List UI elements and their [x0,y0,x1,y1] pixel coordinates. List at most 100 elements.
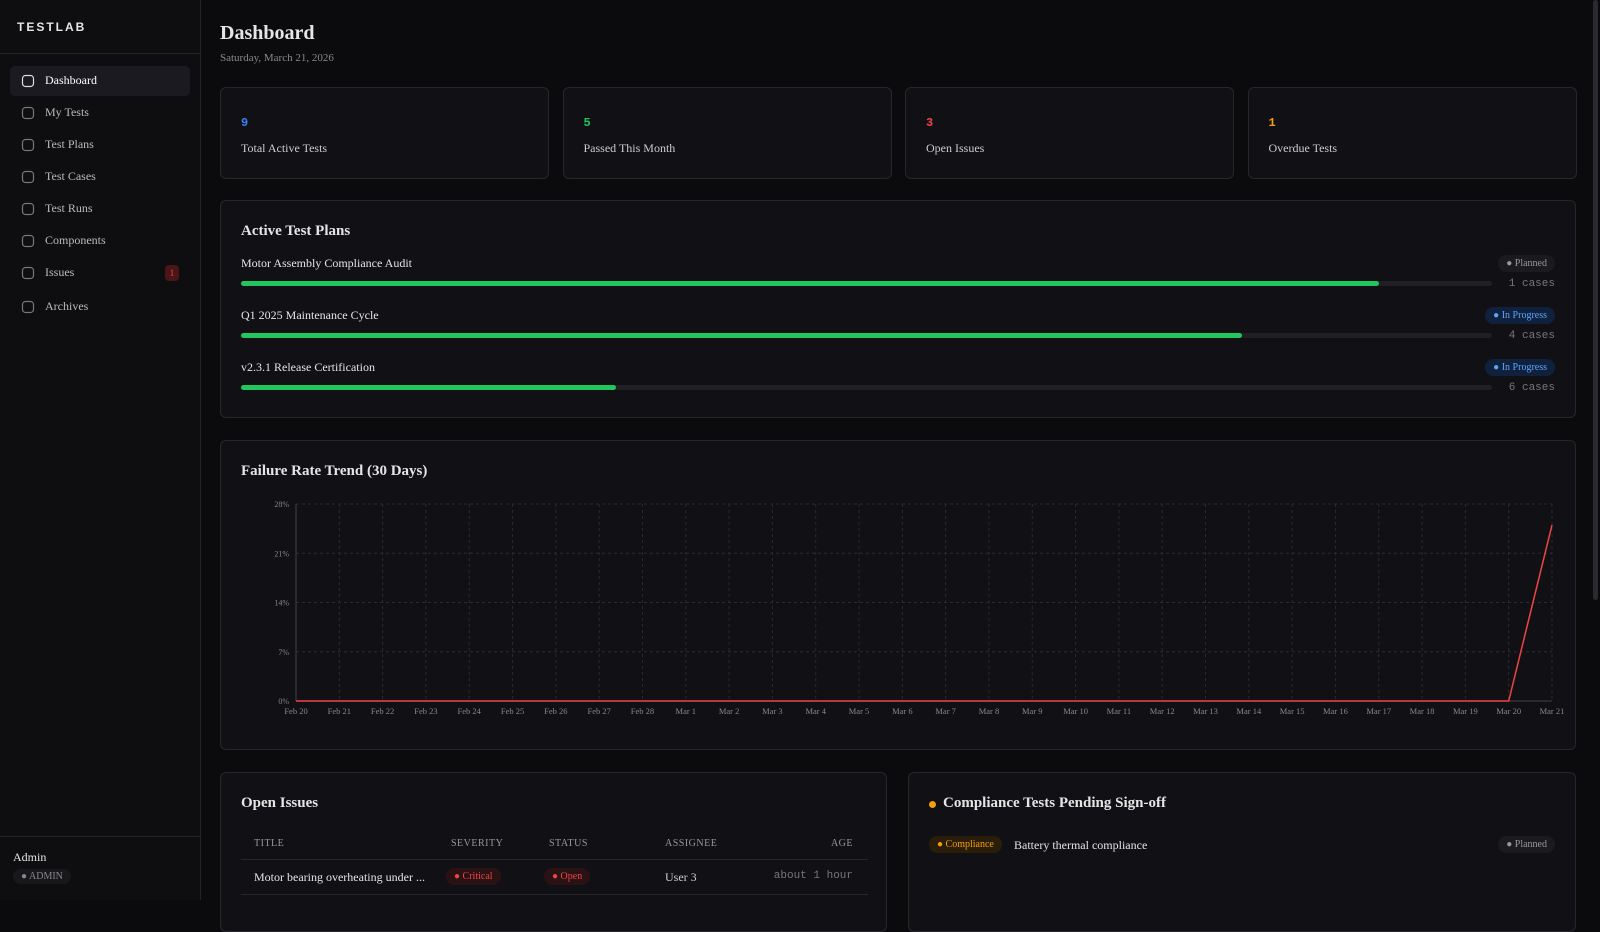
divider [0,53,200,54]
status-text: In Progress [1501,310,1547,321]
nav-item[interactable]: Issues 1 [10,258,190,288]
y-tick-label: 28% [274,500,289,509]
x-tick-label: Mar 5 [849,706,870,716]
compliance-status: ● Planned [1498,836,1555,853]
nav-label: Test Cases [45,169,96,183]
progress-bar [241,385,617,390]
x-tick-label: Mar 9 [1022,706,1043,716]
column-header: SEVERITY [451,838,504,849]
nav-item[interactable]: Test Cases [10,162,190,192]
x-tick-label: Mar 1 [676,706,697,716]
plan-status: ● In Progress [1485,359,1555,376]
line-series [296,524,1553,702]
chart-card: Failure Rate Trend (30 Days) 0% 7% 14% 21% 28… [220,440,1576,750]
plan-name: v2.3.1 Release Certification [241,360,375,374]
pill-text: Open [560,871,583,882]
x-tick-label: Mar 15 [1280,706,1305,716]
icon-shape [21,74,35,88]
x-tick-label: Mar 21 [1540,706,1565,716]
x-tick-label: Mar 18 [1410,706,1435,716]
divider [0,836,200,837]
column-header: STATUS [549,838,588,849]
x-tick-label: Feb 21 [328,706,351,716]
status-text: In Progress [1501,362,1547,373]
nav-item[interactable]: Archives [10,292,190,322]
main: Dashboard Saturday, March 21, 2026 [200,0,1600,900]
stat-label: Overdue Tests [1268,141,1338,155]
user-role: ● ADMIN [13,869,71,884]
stat-value: 3 [926,116,934,130]
stat-value: 9 [241,116,249,130]
nav-item[interactable]: My Tests [10,98,190,128]
row-rule [241,894,868,895]
x-tick-label: Mar 10 [1063,706,1088,716]
nav-badge: 1 [165,265,179,281]
nav-label: Test Runs [45,201,93,215]
title-dot [929,801,936,808]
y-tick-label: 7% [278,648,289,657]
tag-text: Compliance [945,839,994,850]
nav-label: Archives [45,299,89,313]
header-rule [241,859,868,860]
nav-label: Issues [45,265,75,279]
stat-label: Open Issues [926,141,985,155]
x-tick-label: Mar 12 [1150,706,1175,716]
nav-item[interactable]: Dashboard [10,66,190,96]
nav-icon [21,202,35,216]
stat-card: 3 Open Issues [905,87,1234,179]
x-tick-label: Mar 16 [1323,706,1348,716]
x-tick-label: Mar 11 [1107,706,1131,716]
x-tick-label: Mar 19 [1453,706,1478,716]
stat-card: 5 Passed This Month [562,87,892,179]
nav-icon [21,300,35,314]
user-name: Admin [13,850,47,864]
nav-icon [21,266,35,280]
nav-item[interactable]: Components [10,226,190,256]
x-tick-label: Feb 24 [458,706,482,716]
issues-card: Open Issues TITLE SEVERITY STATUS ASSIGNEE AG… [220,772,887,932]
nav-icon [21,170,35,184]
column-header: ASSIGNEE [665,838,718,849]
x-tick-label: Feb 28 [631,706,654,716]
x-tick-label: Mar 4 [805,706,826,716]
nav-icon [21,106,35,120]
icon-shape [21,170,35,184]
plan-cases: 6 cases [1508,382,1555,394]
nav-label: Test Plans [45,137,94,151]
status-text: Planned [1514,258,1547,269]
plan-name: Q1 2025 Maintenance Cycle [241,308,379,322]
progress-bar [241,281,1380,286]
y-tick-label: 21% [274,549,289,558]
x-tick-label: Mar 13 [1193,706,1218,716]
severity-pill: ● Critical [446,868,501,885]
stat-card: 9 Total Active Tests [220,87,549,179]
nav-item[interactable]: Test Runs [10,194,190,224]
x-tick-label: Feb 27 [587,706,610,716]
cell-assignee: User 3 [665,870,697,884]
icon-shape [21,202,35,216]
status-text: Planned [1514,839,1547,850]
x-tick-label: Feb 25 [501,706,524,716]
stat-label: Total Active Tests [241,141,328,155]
stat-value: 5 [583,116,591,130]
nav-item[interactable]: Test Plans [10,130,190,160]
cell-title: Motor bearing overheating under ... [254,870,425,884]
icon-shape [21,266,35,280]
progress-track [241,333,1492,338]
scrollbar [1593,0,1598,600]
card-title: Active Test Plans [241,223,351,239]
x-tick-label: Mar 7 [935,706,956,716]
progress-track [241,281,1492,286]
plan-status: ● In Progress [1485,307,1555,324]
column-header: AGE [830,838,853,849]
progress-track [241,385,1492,390]
y-tick-label: 0% [278,697,289,706]
nav-label: Components [45,233,106,247]
x-tick-label: Feb 22 [371,706,394,716]
status-pill: ● Open [544,868,591,885]
cell-age: about 1 hour [773,870,853,882]
role-text: ADMIN [29,871,63,882]
x-tick-label: Feb 23 [414,706,437,716]
icon-shape [21,234,35,248]
